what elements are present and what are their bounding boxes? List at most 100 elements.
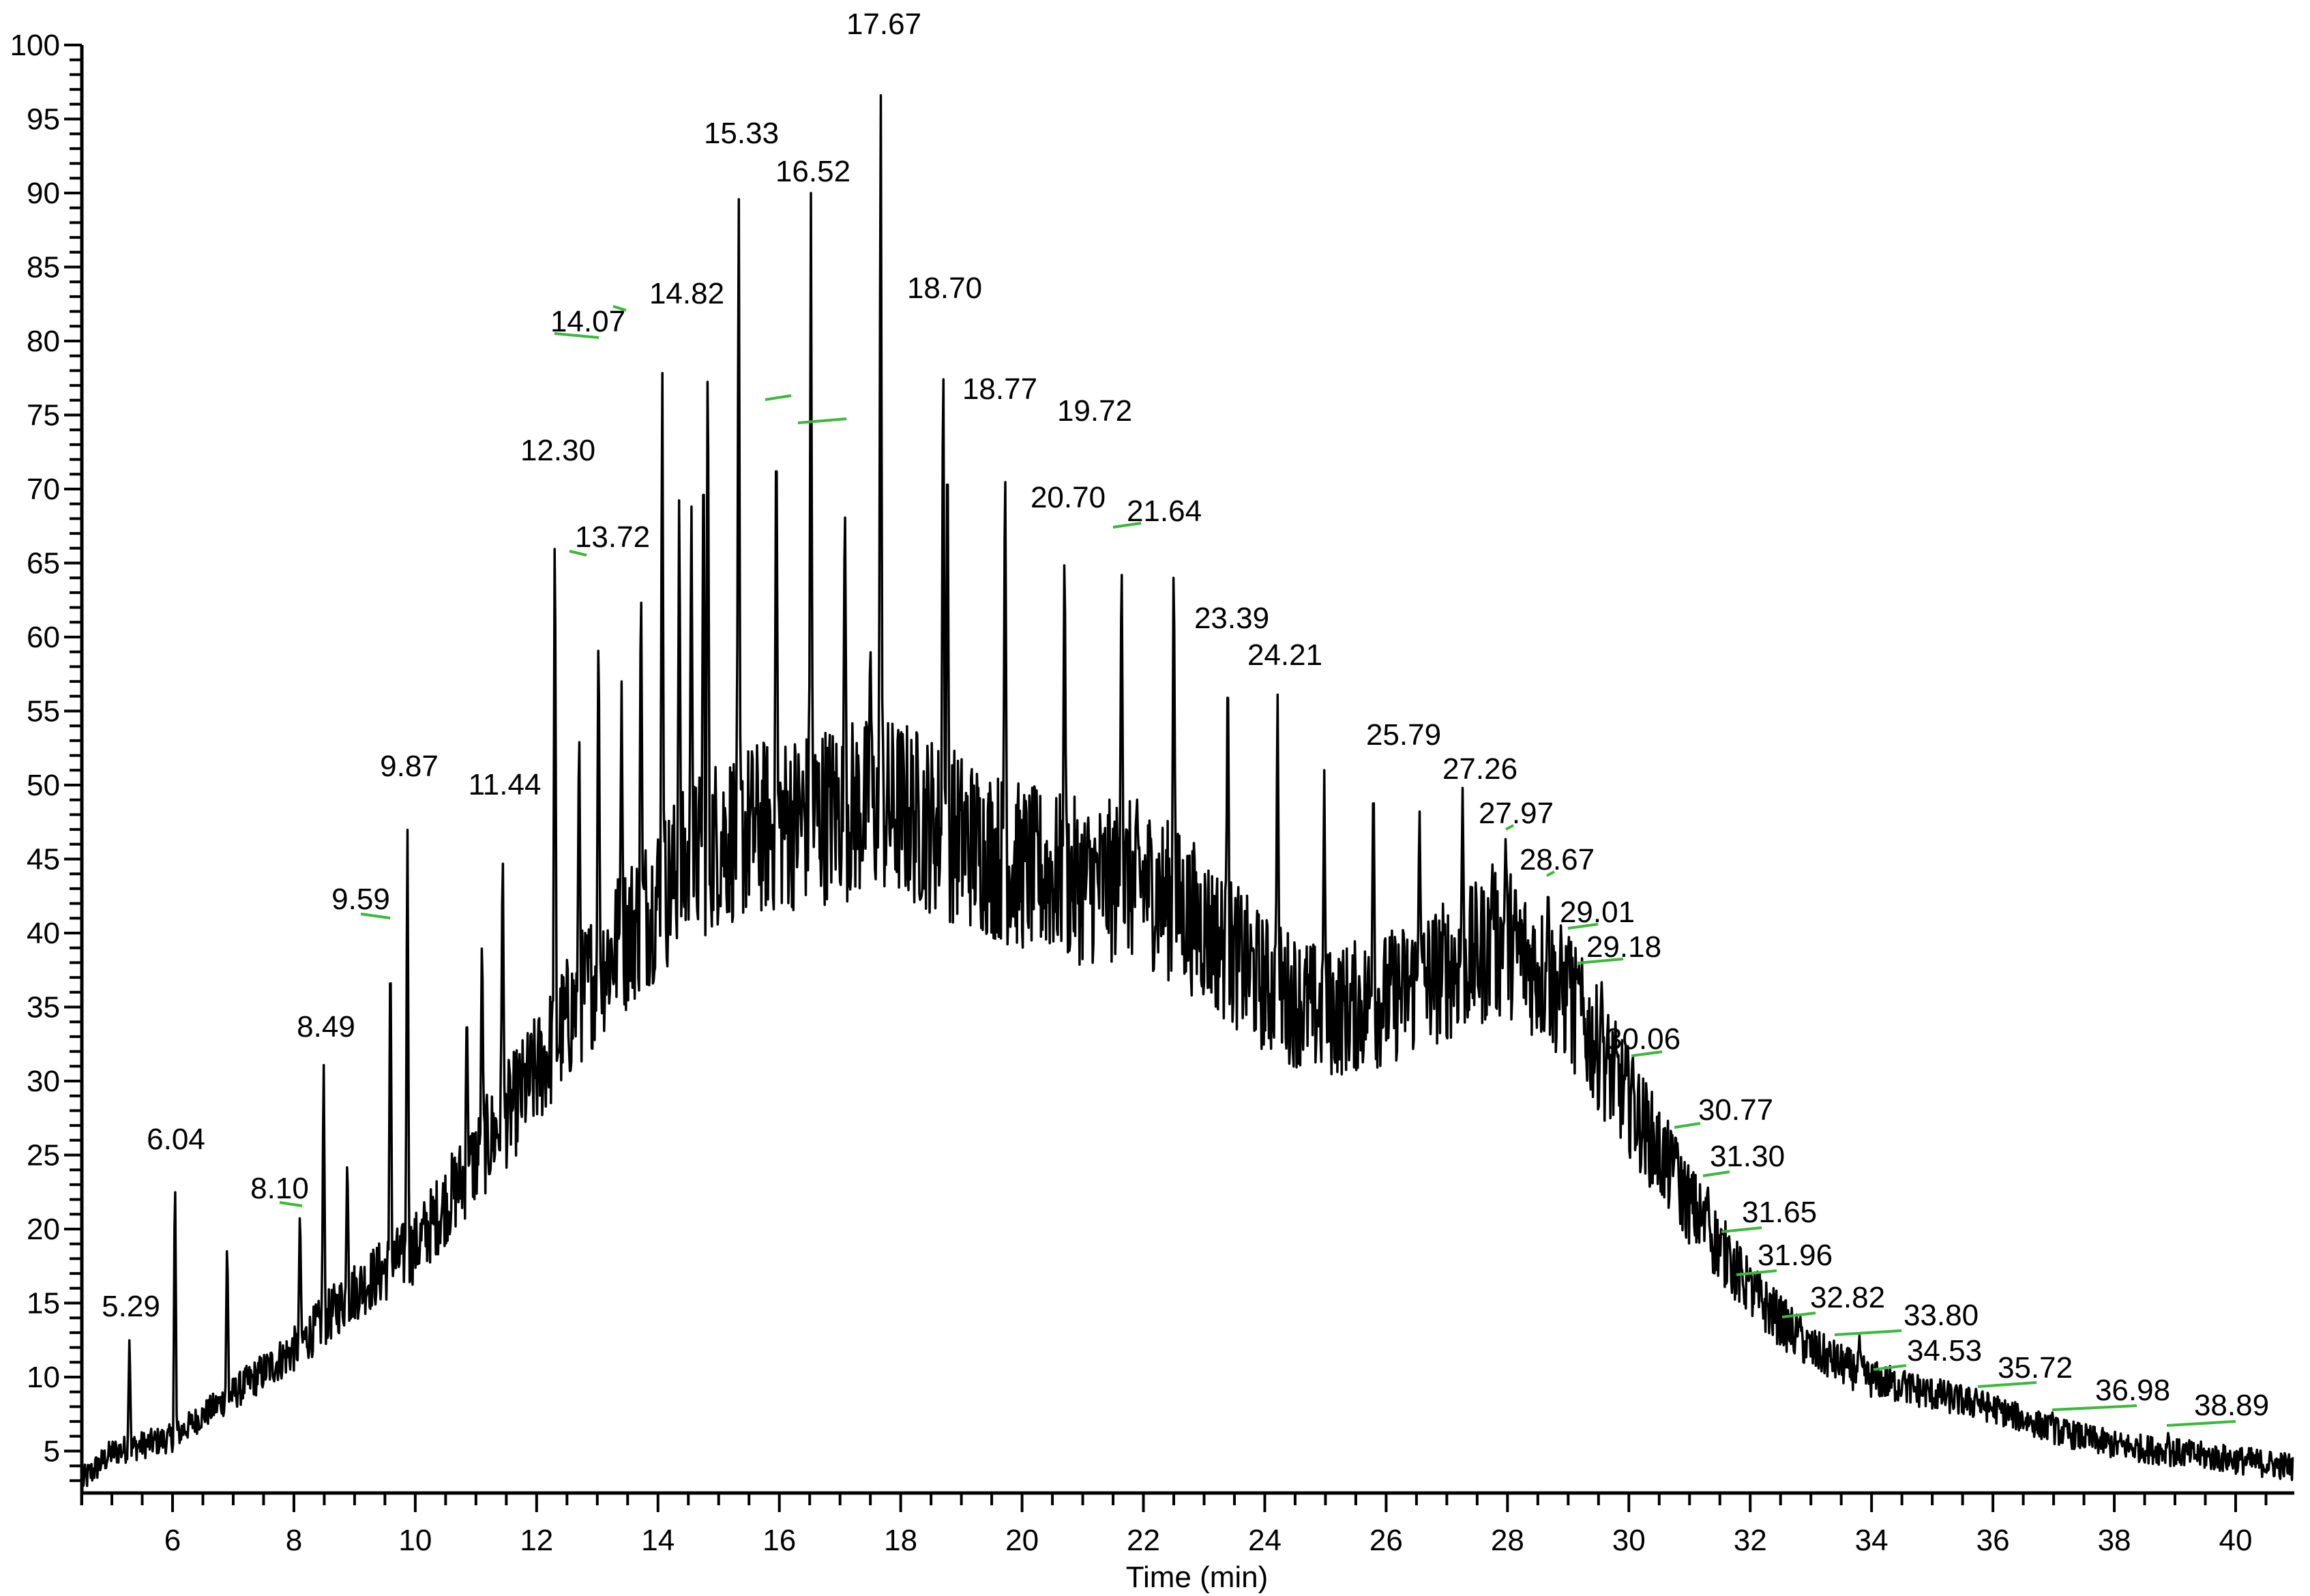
x-tick-label: 12 — [520, 1524, 553, 1557]
peak-leader-line — [569, 550, 587, 557]
peak-label: 13.72 — [575, 520, 650, 554]
y-tick-label: 75 — [27, 399, 60, 432]
peak-label: 14.07 — [550, 305, 625, 338]
peak-leader-line — [1631, 1050, 1663, 1057]
x-tick-label: 26 — [1369, 1524, 1403, 1557]
peak-label: 9.59 — [331, 883, 390, 916]
peak-label: 5.29 — [102, 1290, 160, 1323]
peak-leader-line — [1834, 1329, 1902, 1336]
peak-label: 33.80 — [1904, 1299, 1979, 1332]
peak-leader-line — [1873, 1364, 1907, 1371]
y-tick-label: 70 — [27, 473, 60, 506]
y-tick-label: 40 — [27, 917, 60, 950]
peak-label: 29.18 — [1586, 930, 1661, 964]
peak-label: 31.65 — [1742, 1196, 1817, 1229]
peak-leader-line — [279, 1201, 303, 1207]
x-tick-label: 16 — [762, 1524, 796, 1557]
y-tick-label: 60 — [27, 621, 60, 654]
x-tick-label: 24 — [1248, 1524, 1282, 1557]
peak-label: 12.30 — [520, 434, 595, 467]
y-tick-label: 90 — [27, 177, 60, 210]
peak-leader-line — [1546, 870, 1555, 877]
y-tick-label: 10 — [27, 1361, 60, 1394]
y-tick-label: 25 — [27, 1139, 60, 1172]
peak-leader-line — [1721, 1226, 1762, 1233]
peak-label: 30.06 — [1605, 1022, 1680, 1056]
x-tick-label: 32 — [1734, 1524, 1767, 1557]
x-tick-label: 34 — [1855, 1524, 1889, 1557]
peak-label: 27.26 — [1442, 752, 1517, 786]
chromatogram-trace — [81, 94, 2294, 1488]
x-tick-label: 20 — [1005, 1524, 1039, 1557]
y-tick-label: 100 — [10, 29, 60, 62]
peak-label: 31.96 — [1758, 1239, 1833, 1272]
x-axis: 6 8 10 12 14 16 18 20 22 24 26 28 30 32 34 36 38 40 — [80, 1491, 2294, 1557]
peak-leader-line — [554, 332, 599, 339]
y-tick-label: 80 — [27, 325, 60, 358]
peak-label: 23.39 — [1194, 602, 1269, 635]
peak-leader-line — [1736, 1269, 1777, 1276]
peak-label: 15.33 — [704, 117, 779, 150]
peak-label: 34.53 — [1907, 1334, 1982, 1368]
peak-label: 32.82 — [1810, 1281, 1885, 1314]
x-tick-label: 38 — [2098, 1524, 2131, 1557]
peak-leader-line — [360, 913, 391, 919]
peak-label: 25.79 — [1366, 718, 1441, 752]
peak-leader-line — [765, 394, 792, 401]
peak-leader-line — [1505, 824, 1514, 831]
x-tick-label: 14 — [641, 1524, 675, 1557]
peak-label: 16.52 — [775, 155, 850, 188]
y-tick-label: 65 — [27, 547, 60, 580]
peak-leader-line — [612, 305, 627, 312]
x-tick-label: 8 — [286, 1524, 302, 1557]
x-tick-label: 22 — [1127, 1524, 1160, 1557]
y-tick-label: 30 — [27, 1065, 60, 1098]
peak-label: 36.98 — [2095, 1374, 2170, 1407]
y-tick-label: 20 — [27, 1213, 60, 1246]
peak-label: 11.44 — [469, 768, 542, 801]
y-tick-label: 55 — [27, 695, 60, 728]
y-tick-label: 5 — [44, 1435, 60, 1468]
y-tick-label: 15 — [27, 1287, 60, 1320]
peak-label: 30.77 — [1698, 1093, 1773, 1127]
peak-leader-line — [1977, 1381, 2037, 1388]
peak-label: 31.30 — [1710, 1140, 1785, 1173]
peak-label: 20.70 — [1031, 481, 1106, 514]
x-tick-label: 40 — [2219, 1524, 2253, 1557]
peak-label: 18.77 — [962, 372, 1037, 406]
peak-label: 27.97 — [1479, 797, 1554, 830]
peak-leader-line — [2052, 1404, 2137, 1411]
peak-label: 9.87 — [380, 750, 439, 783]
x-tick-label: 30 — [1612, 1524, 1646, 1557]
peak-leader-line — [1577, 958, 1624, 964]
x-tick-label: 18 — [884, 1524, 917, 1557]
x-tick-label: 10 — [398, 1524, 432, 1557]
y-tick-label: 95 — [27, 103, 60, 136]
peak-leader-line — [1674, 1122, 1701, 1129]
peak-label: 35.72 — [1998, 1351, 2073, 1385]
peak-label: 6.04 — [147, 1123, 205, 1156]
peak-labels: 5.29 6.04 8.10 8.49 9.59 9.87 11.44 12.30 13.72 1… — [102, 8, 2269, 1422]
y-tick-label: 45 — [27, 843, 60, 876]
peak-label: 8.49 — [297, 1010, 355, 1044]
peak-label: 38.89 — [2194, 1389, 2269, 1422]
peak-label: 14.82 — [649, 277, 724, 310]
peak-label: 29.01 — [1560, 896, 1635, 929]
peak-leader-line — [1781, 1312, 1816, 1318]
peak-label: 8.10 — [250, 1172, 309, 1205]
peak-label: 19.72 — [1057, 394, 1132, 428]
peak-leader-line — [1567, 923, 1599, 930]
peak-leader-line — [797, 417, 847, 424]
peak-label: 28.67 — [1520, 843, 1595, 876]
peak-leader-lines — [279, 305, 2236, 1427]
peak-label: 21.64 — [1127, 494, 1202, 528]
x-tick-label: 6 — [164, 1524, 181, 1557]
y-tick-label: 35 — [27, 991, 60, 1024]
peak-leader-line — [2166, 1420, 2236, 1427]
peak-label: 17.67 — [846, 8, 921, 41]
peak-label: 18.70 — [907, 271, 982, 305]
peak-leader-line — [1702, 1170, 1730, 1177]
x-tick-label: 28 — [1491, 1524, 1524, 1557]
x-tick-label: 36 — [1976, 1524, 2010, 1557]
